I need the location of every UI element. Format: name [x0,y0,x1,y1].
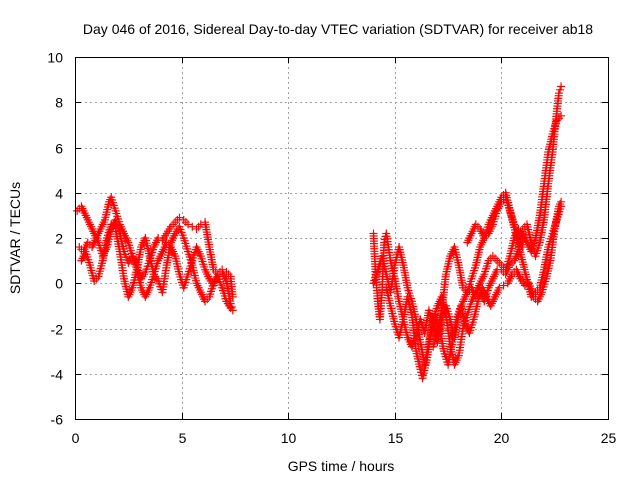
data-point [183,220,192,229]
y-tick-label: -4 [51,367,64,383]
data-point [557,82,566,91]
y-tick-label: 8 [55,95,63,111]
y-tick-label: 10 [47,50,63,66]
series-track-2 [75,193,237,315]
grid [75,57,608,419]
axis-ticks: 0 5 10 15 20 25 -6 -4 -2 0 2 4 6 8 10 [47,50,616,447]
x-axis-label: GPS time / hours [288,458,395,474]
data-point [495,283,504,292]
series-track-3 [77,220,235,313]
data-points [73,82,566,383]
y-tick-label: 6 [55,141,63,157]
data-point [557,111,566,120]
x-tick-label: 20 [494,430,510,446]
series-track-4 [369,82,566,351]
x-tick-label: 0 [72,430,80,446]
y-tick-label: -2 [51,322,64,338]
y-tick-label: 0 [55,276,63,292]
data-point [175,213,184,222]
y-tick-label: 4 [55,186,63,202]
y-axis-label: SDTVAR / TECUs [7,182,23,294]
y-tick-label: 2 [55,231,63,247]
y-tick-label: -6 [51,412,64,428]
data-point [499,281,508,290]
x-tick-label: 25 [601,430,617,446]
x-tick-label: 15 [388,430,404,446]
data-point [557,202,566,211]
series-track-8 [463,188,566,301]
data-point [554,89,563,98]
data-point [226,304,235,313]
x-tick-label: 5 [179,430,187,446]
x-tick-label: 10 [281,430,297,446]
chart-title: Day 046 of 2016, Sidereal Day-to-day VTE… [83,21,593,37]
data-point [556,85,565,94]
